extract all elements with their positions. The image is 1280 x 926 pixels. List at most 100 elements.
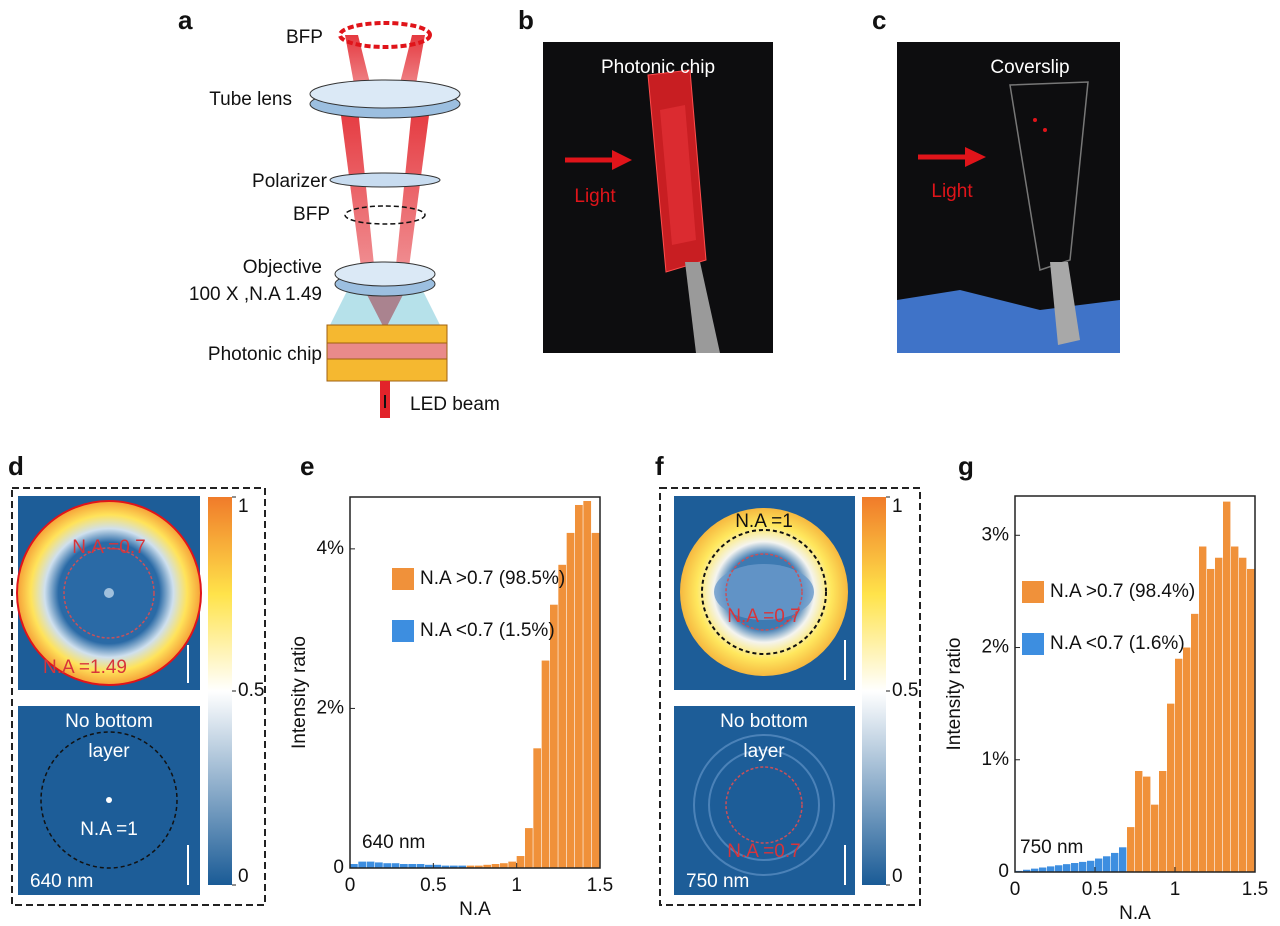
photo: Photonic chip Light xyxy=(543,42,773,353)
bar xyxy=(1071,863,1078,872)
bar xyxy=(567,533,575,868)
panel-label: f xyxy=(655,451,664,481)
map-label: N.A =1.49 xyxy=(43,657,127,678)
legend-swatch xyxy=(1022,633,1044,655)
map-label: N.A =1 xyxy=(80,819,138,840)
y-tick-label: 1% xyxy=(982,749,1010,770)
wavelength: 750 nm xyxy=(686,871,749,892)
x-axis-label: N.A xyxy=(459,899,491,920)
legend-swatch xyxy=(392,568,414,590)
bar xyxy=(367,862,375,868)
bar xyxy=(508,862,516,868)
map-title: No bottom xyxy=(720,711,808,732)
figure: a b c d e f g BFP Tube lens Polarizer BF… xyxy=(0,0,1280,926)
bar xyxy=(1215,558,1222,872)
map-label: N.A =0.7 xyxy=(72,537,145,558)
photo: Coverslip Light xyxy=(897,42,1120,353)
panel-label: g xyxy=(958,451,974,481)
bar xyxy=(575,505,583,868)
bar xyxy=(1183,648,1190,872)
x-tick-label: 1.5 xyxy=(587,875,613,896)
photo-title: Coverslip xyxy=(990,57,1069,78)
bar xyxy=(517,856,525,868)
bar xyxy=(1223,502,1230,872)
legend-label: N.A <0.7 (1.6%) xyxy=(1050,633,1185,654)
photo-title: Photonic chip xyxy=(601,57,715,78)
bar xyxy=(1047,866,1054,872)
map-title: layer xyxy=(743,741,785,762)
label: Polarizer xyxy=(252,171,328,192)
bar xyxy=(542,661,550,868)
legend-label: N.A >0.7 (98.4%) xyxy=(1050,581,1195,602)
bar xyxy=(1175,659,1182,872)
colorbar-tick-label: 0.5 xyxy=(892,680,918,701)
bar xyxy=(358,862,366,868)
bar xyxy=(525,828,533,868)
bar xyxy=(1111,853,1118,872)
colorbar-tick-label: 1 xyxy=(892,496,903,517)
bfp-maps: N.A =1 N.A =0.7 No bottom layer N.A =0.7… xyxy=(660,488,920,905)
wavelength: 640 nm xyxy=(30,871,93,892)
y-tick-label: 2% xyxy=(317,697,345,718)
bar xyxy=(1103,856,1110,872)
bar xyxy=(558,565,566,868)
label: BFP xyxy=(286,27,323,48)
colorbar-tick-label: 0 xyxy=(892,866,903,887)
label: Tube lens xyxy=(209,89,292,110)
x-tick-label: 1 xyxy=(511,875,522,896)
y-axis-label: Intensity ratio xyxy=(289,636,310,749)
map-label: N.A =0.7 xyxy=(727,606,800,627)
y-tick-label: 4% xyxy=(317,538,345,559)
legend-swatch xyxy=(392,620,414,642)
bar xyxy=(1079,862,1086,872)
colorbar-tick-label: 0 xyxy=(238,866,249,887)
panel-label: c xyxy=(872,5,886,35)
bar xyxy=(1055,865,1062,872)
y-tick-label: 0 xyxy=(333,857,344,878)
bfp-maps: N.A =0.7 N.A =1.49 No bottom layer N.A =… xyxy=(12,488,265,905)
bar xyxy=(1159,771,1166,872)
colorbar-tick-label: 1 xyxy=(238,496,249,517)
colorbar-tick-label: 0.5 xyxy=(238,680,264,701)
x-tick-label: 1.5 xyxy=(1242,879,1268,900)
bar xyxy=(375,862,383,868)
panel-label: b xyxy=(518,5,534,35)
bar xyxy=(1247,569,1254,872)
label: LED beam xyxy=(410,394,500,415)
bar xyxy=(533,748,541,868)
bar xyxy=(1087,861,1094,872)
panel-label: d xyxy=(8,451,24,481)
legend-swatch xyxy=(1022,581,1044,603)
x-tick-label: 0 xyxy=(345,875,356,896)
bar xyxy=(1135,771,1142,872)
bar xyxy=(1127,827,1134,872)
bar xyxy=(1207,569,1214,872)
map-title: No bottom xyxy=(65,711,153,732)
y-tick-label: 2% xyxy=(982,637,1010,658)
bar xyxy=(1095,859,1102,872)
panel-label: e xyxy=(300,451,314,481)
bar xyxy=(1239,558,1246,872)
map-label: N.A =1 xyxy=(735,511,793,532)
label: Objective xyxy=(243,257,322,278)
bar xyxy=(1143,777,1150,872)
bar xyxy=(583,501,591,868)
panel-label: a xyxy=(178,5,193,35)
map-title: layer xyxy=(88,741,130,762)
bar xyxy=(550,605,558,868)
x-tick-label: 0.5 xyxy=(1082,879,1108,900)
label: Photonic chip xyxy=(208,344,322,365)
optical-diagram: BFP Tube lens Polarizer BFP Objective 10… xyxy=(189,23,500,418)
annotation: 640 nm xyxy=(362,832,425,853)
bar xyxy=(1063,864,1070,872)
annotation: 750 nm xyxy=(1020,837,1083,858)
x-tick-label: 0 xyxy=(1010,879,1021,900)
legend-label: N.A <0.7 (1.5%) xyxy=(420,620,555,641)
x-tick-label: 1 xyxy=(1170,879,1181,900)
bar xyxy=(1231,547,1238,872)
label: 100 X ,N.A 1.49 xyxy=(189,284,322,305)
map-label: N.A =0.7 xyxy=(727,841,800,862)
bar xyxy=(1199,547,1206,872)
label: Light xyxy=(931,181,973,202)
y-tick-label: 3% xyxy=(982,524,1010,545)
